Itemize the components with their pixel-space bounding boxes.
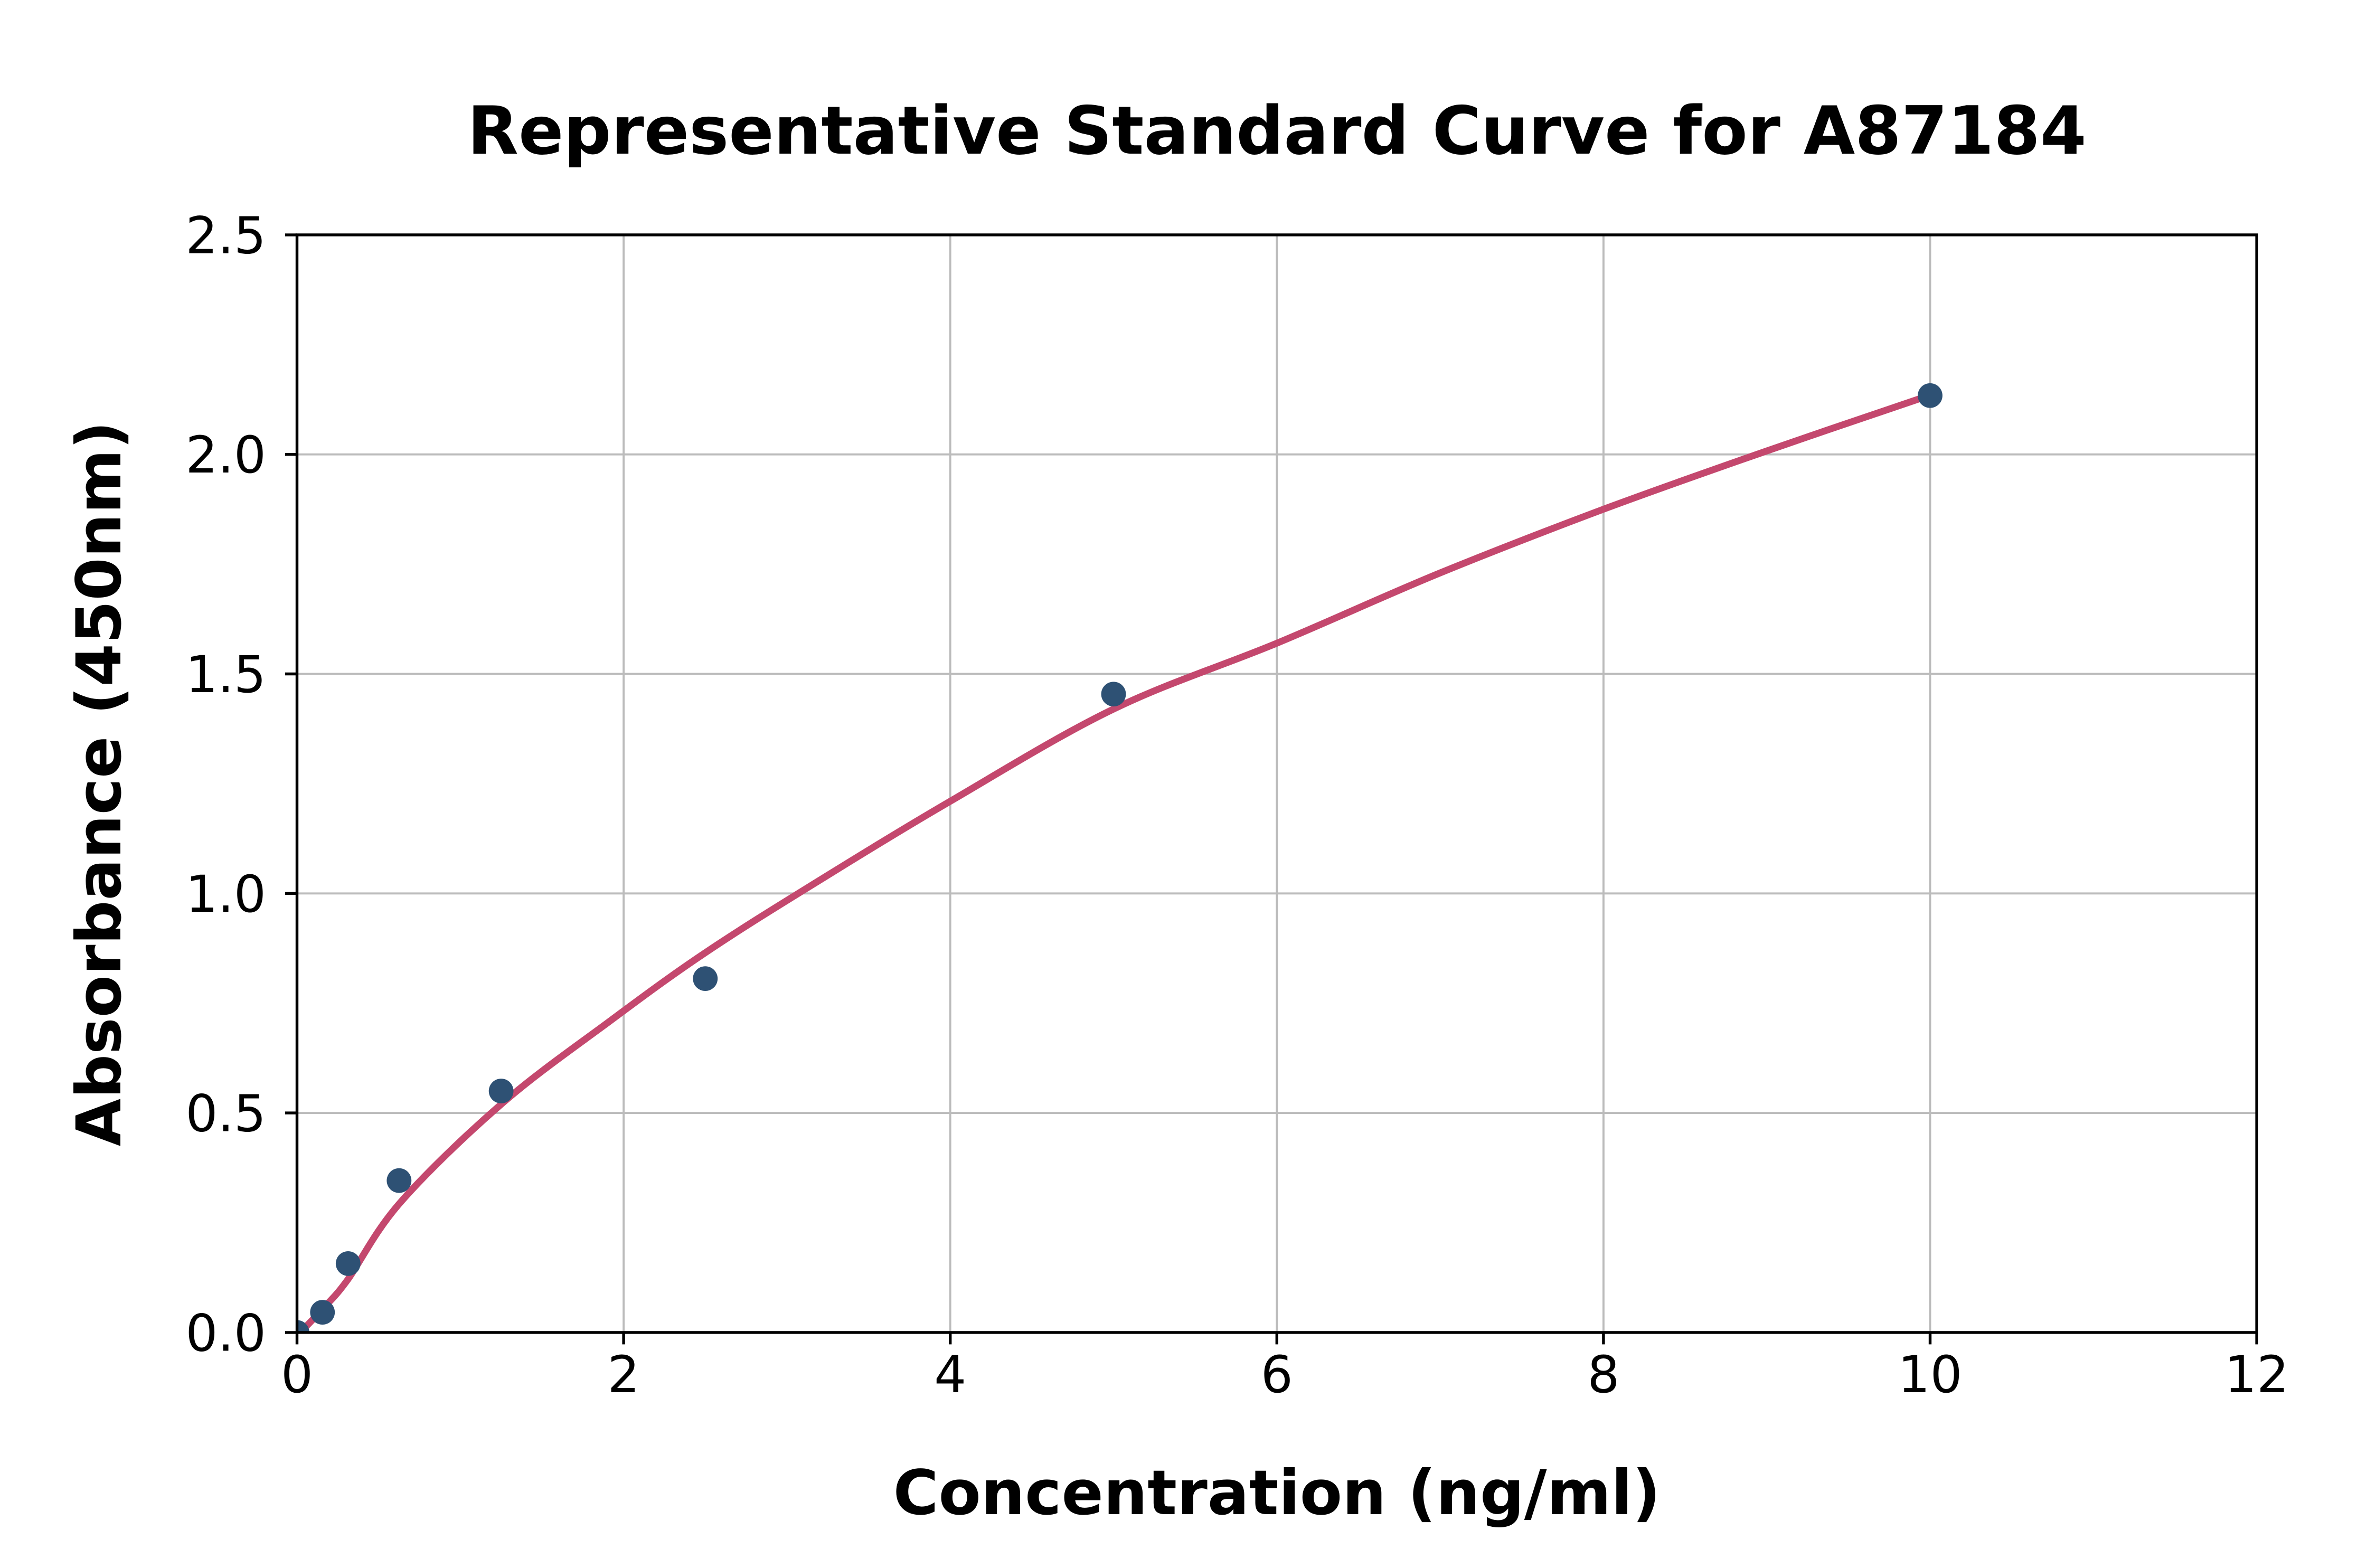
tick-labels: 0 2 4 6 8 10 12 0.0 0.5 1.0 1.5 2.0 2.5 [185, 206, 2289, 1404]
x-tick-label: 6 [1261, 1345, 1293, 1404]
y-tick-label: 2.5 [185, 206, 266, 265]
x-axis-label: Concentration (ng/ml) [893, 1457, 1661, 1529]
chart-title: Representative Standard Curve for A87184 [467, 92, 2087, 169]
y-tick-label: 2.0 [185, 426, 266, 485]
x-tick-label: 12 [2224, 1345, 2289, 1404]
y-tick-label: 1.0 [185, 865, 266, 924]
data-point [1918, 383, 1943, 408]
x-tick-label: 0 [281, 1345, 313, 1404]
gridlines [296, 233, 2258, 1334]
y-tick-label: 0.0 [185, 1303, 266, 1363]
data-point [693, 966, 718, 991]
y-tick-label: 1.5 [185, 645, 266, 704]
y-axis-label: Absorbance (450nm) [63, 421, 135, 1146]
axis-ticks [285, 233, 2258, 1345]
x-tick-label: 10 [1898, 1345, 1962, 1404]
data-point [297, 1320, 309, 1333]
y-tick-label: 0.5 [185, 1084, 266, 1144]
fit-curve-line [297, 392, 1934, 1333]
data-point [386, 1168, 412, 1193]
data-point [335, 1251, 361, 1276]
data-point [310, 1300, 335, 1325]
x-tick-label: 4 [934, 1345, 966, 1404]
data-point [488, 1079, 514, 1103]
x-tick-label: 8 [1587, 1345, 1619, 1404]
data-points-layer [297, 383, 1943, 1333]
x-tick-label: 2 [608, 1345, 640, 1404]
data-point [1101, 682, 1126, 707]
fit-curve-layer [297, 392, 1934, 1333]
